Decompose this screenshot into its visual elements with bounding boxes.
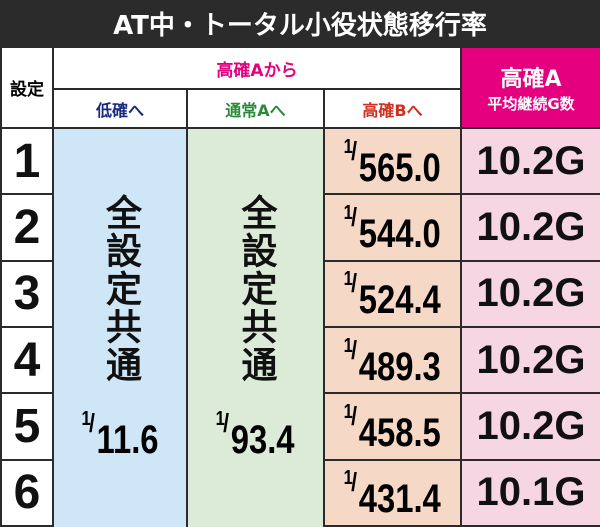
denominator: 524.4 (358, 278, 442, 323)
column-header: 高確A 平均継続G数 (462, 48, 600, 127)
denominator: 458.5 (358, 410, 442, 455)
column-header: 低確へ (54, 90, 186, 127)
probability: 1/458.5 (343, 400, 442, 455)
numerator: 1 (216, 407, 226, 430)
games-cell: 10.1G (462, 460, 600, 525)
probability: 1/431.4 (343, 467, 442, 522)
games-cell: 10.2G (462, 328, 600, 393)
setting-cell: 3 (2, 261, 52, 326)
numerator: 1 (343, 400, 354, 423)
denominator: 11.6 (96, 417, 159, 462)
probability: 1/544.0 (343, 201, 442, 256)
games-cell: 10.2G (462, 394, 600, 459)
numerator: 1 (343, 201, 354, 224)
setting-cell: 2 (2, 195, 52, 260)
probability-cell: 1/489.3 (325, 328, 460, 393)
probability: 1/565.0 (343, 135, 442, 190)
numerator: 1 (343, 268, 354, 291)
setting-cell: 4 (2, 328, 52, 393)
header-subtext: 平均継続G数 (487, 95, 575, 113)
probability: 1/524.4 (343, 268, 442, 323)
games-cell: 10.2G (462, 195, 600, 260)
numerator: 1 (343, 467, 354, 490)
denominator: 431.4 (358, 477, 442, 522)
probability-cell: 1/544.0 (325, 195, 460, 260)
merged-cell: 全設定共通 1/11.6 (54, 129, 186, 527)
numerator: 1 (343, 135, 354, 158)
header-text: 高確A (500, 67, 562, 92)
probability: 1/93.4 (216, 407, 295, 462)
probability: 1/489.3 (343, 334, 442, 389)
merged-note: 全設定共通 (100, 193, 141, 384)
setting-cell: 5 (2, 394, 52, 459)
numerator: 1 (81, 407, 91, 430)
numerator: 1 (343, 334, 354, 357)
merged-cell: 全設定共通 1/93.4 (188, 129, 323, 527)
group-header: 高確Aから (54, 48, 460, 88)
table-title: AT中・トータル小役状態移行率 (0, 0, 600, 46)
probability-cell: 1/431.4 (325, 460, 460, 525)
merged-note: 全設定共通 (235, 193, 277, 384)
setting-cell: 6 (2, 460, 52, 525)
games-cell: 10.2G (462, 129, 600, 194)
games-cell: 10.2G (462, 261, 600, 326)
probability: 1/11.6 (81, 407, 159, 462)
denominator: 93.4 (231, 417, 295, 462)
column-header: 高確Bへ (325, 90, 460, 127)
probability-cell: 1/565.0 (325, 129, 460, 194)
column-header: 通常Aへ (188, 90, 323, 127)
denominator: 544.0 (358, 211, 442, 256)
denominator: 565.0 (358, 145, 442, 190)
probability-cell: 1/458.5 (325, 394, 460, 459)
setting-cell: 1 (2, 129, 52, 194)
setting-header: 設定 (2, 48, 52, 127)
denominator: 489.3 (358, 344, 442, 389)
probability-cell: 1/524.4 (325, 261, 460, 326)
